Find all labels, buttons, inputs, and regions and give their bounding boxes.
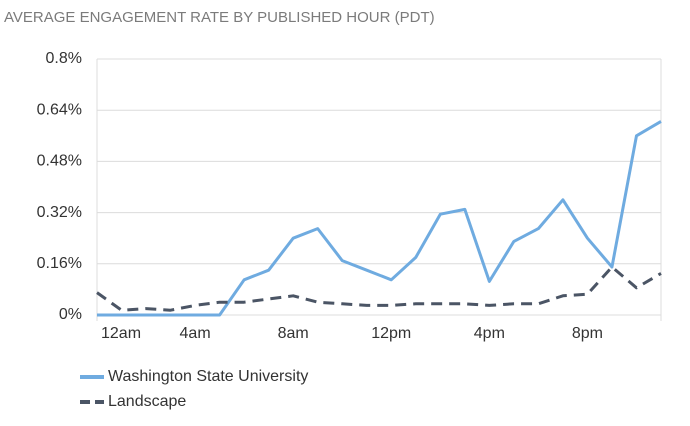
legend-label: Washington State University xyxy=(108,368,308,385)
y-tick-label: 0.64% xyxy=(37,101,82,118)
series-line xyxy=(97,120,662,317)
x-tick-label: 8pm xyxy=(572,325,603,342)
y-tick-label: 0.16% xyxy=(37,255,82,272)
x-tick-label: 8am xyxy=(278,325,309,342)
legend-label: Landscape xyxy=(108,393,186,410)
y-tick-label: 0.48% xyxy=(37,153,82,170)
chart-title: AVERAGE ENGAGEMENT RATE BY PUBLISHED HOU… xyxy=(4,9,435,26)
y-tick-label: 0.32% xyxy=(37,204,82,221)
x-tick-label: 4pm xyxy=(474,325,505,342)
x-tick-label: 4am xyxy=(180,325,211,342)
series-line xyxy=(96,265,662,312)
y-tick-label: 0% xyxy=(59,306,82,323)
y-tick-label: 0.8% xyxy=(46,50,82,67)
x-tick-label: 12pm xyxy=(371,325,411,342)
x-tick-label: 12am xyxy=(101,325,141,342)
